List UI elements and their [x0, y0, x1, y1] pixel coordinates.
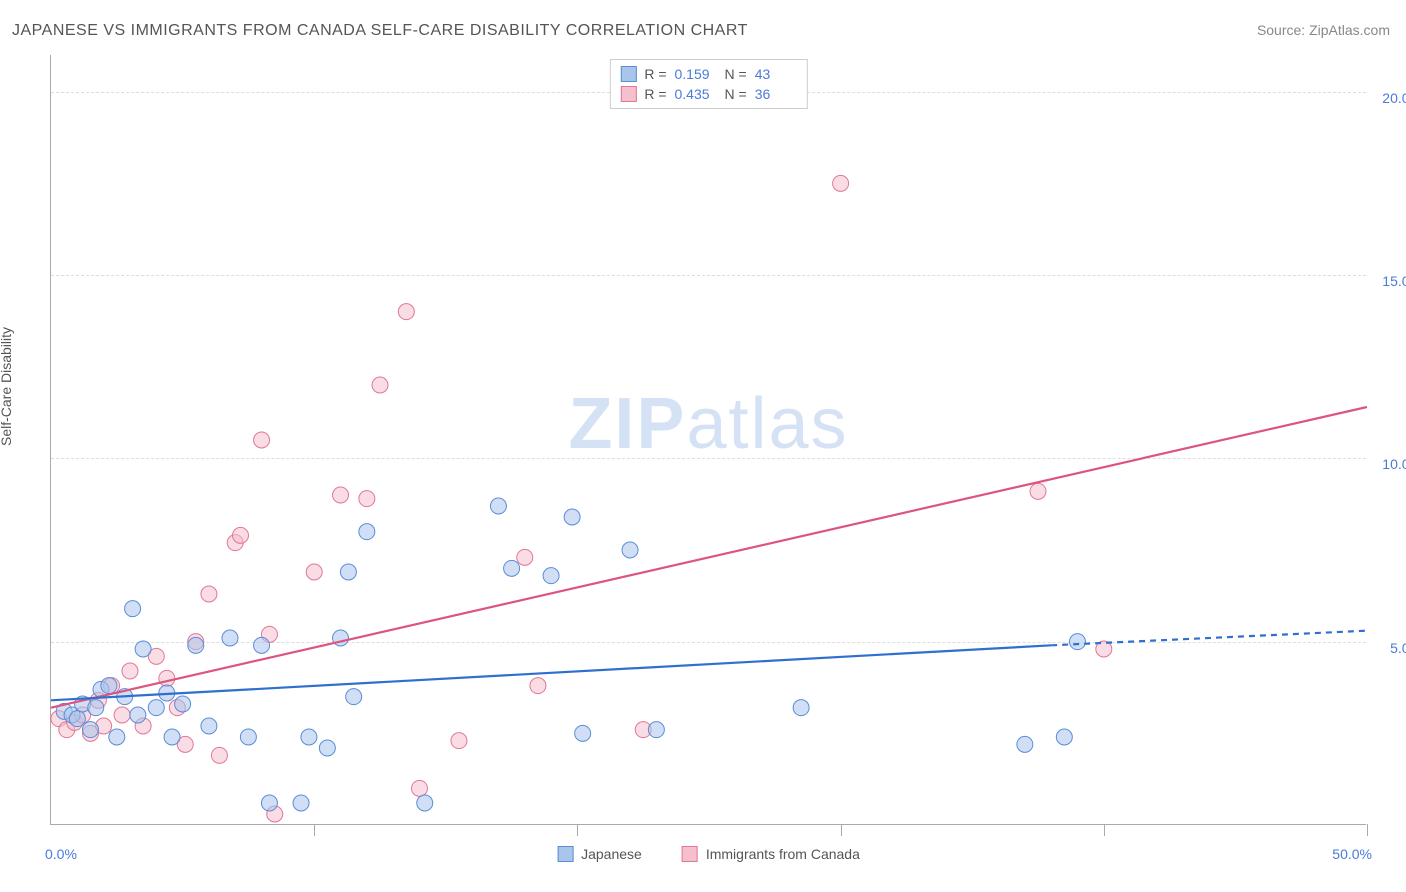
y-tick-label: 10.0% [1382, 456, 1406, 472]
data-point [833, 175, 849, 191]
data-point [109, 729, 125, 745]
n-label: N = [725, 86, 747, 102]
data-point [564, 509, 580, 525]
data-point [148, 700, 164, 716]
data-point [1069, 634, 1085, 650]
y-tick-label: 5.0% [1390, 640, 1406, 656]
data-point [164, 729, 180, 745]
data-point [211, 747, 227, 763]
data-point [793, 700, 809, 716]
x-tick [577, 824, 578, 836]
data-point [122, 663, 138, 679]
data-point [490, 498, 506, 514]
data-point [240, 729, 256, 745]
x-tick [841, 824, 842, 836]
scatter-plot-svg [51, 55, 1366, 824]
trend-line [1051, 631, 1367, 646]
legend-item-series2: Immigrants from Canada [682, 846, 860, 862]
data-point [319, 740, 335, 756]
y-tick-label: 15.0% [1382, 273, 1406, 289]
x-axis-min-label: 0.0% [45, 846, 77, 862]
legend-series: Japanese Immigrants from Canada [557, 846, 860, 862]
data-point [504, 560, 520, 576]
data-point [417, 795, 433, 811]
source-label: Source: [1257, 22, 1309, 38]
data-point [233, 527, 249, 543]
data-point [135, 641, 151, 657]
data-point [82, 722, 98, 738]
legend-swatch-series2 [620, 86, 636, 102]
trend-line [51, 407, 1367, 708]
data-point [1056, 729, 1072, 745]
y-tick-label: 20.0% [1382, 90, 1406, 106]
data-point [517, 549, 533, 565]
legend-correlation: R = 0.159 N = 43 R = 0.435 N = 36 [609, 59, 807, 109]
x-tick [1367, 824, 1368, 836]
legend-swatch-series1-bottom [557, 846, 573, 862]
data-point [1030, 483, 1046, 499]
data-point [575, 725, 591, 741]
data-point [101, 678, 117, 694]
data-point [359, 524, 375, 540]
source-attribution: Source: ZipAtlas.com [1257, 22, 1390, 38]
y-axis-title: Self-Care Disability [0, 327, 14, 446]
data-point [648, 722, 664, 738]
data-point [340, 564, 356, 580]
data-point [201, 718, 217, 734]
legend-item-series1: Japanese [557, 846, 642, 862]
r-label: R = [644, 86, 666, 102]
legend-swatch-series2-bottom [682, 846, 698, 862]
data-point [125, 601, 141, 617]
data-point [622, 542, 638, 558]
data-point [114, 707, 130, 723]
data-point [261, 795, 277, 811]
data-point [1017, 736, 1033, 752]
data-point [359, 491, 375, 507]
n-value-series2: 36 [755, 86, 797, 102]
data-point [188, 637, 204, 653]
data-point [88, 700, 104, 716]
r-value-series1: 0.159 [675, 66, 717, 82]
data-point [543, 568, 559, 584]
data-point [530, 678, 546, 694]
n-label: N = [725, 66, 747, 82]
x-tick [1104, 824, 1105, 836]
data-point [159, 670, 175, 686]
plot-area: ZIPatlas 5.0%10.0%15.0%20.0% R = 0.159 N… [50, 55, 1366, 825]
data-point [293, 795, 309, 811]
r-label: R = [644, 66, 666, 82]
r-value-series2: 0.435 [675, 86, 717, 102]
data-point [130, 707, 146, 723]
x-tick [314, 824, 315, 836]
data-point [301, 729, 317, 745]
x-axis-max-label: 50.0% [1332, 846, 1372, 862]
data-point [69, 711, 85, 727]
data-point [201, 586, 217, 602]
legend-row-series2: R = 0.435 N = 36 [620, 84, 796, 104]
data-point [411, 780, 427, 796]
legend-label-series1: Japanese [581, 846, 642, 862]
source-name: ZipAtlas.com [1309, 22, 1390, 38]
data-point [372, 377, 388, 393]
data-point [254, 637, 270, 653]
legend-swatch-series1 [620, 66, 636, 82]
data-point [451, 733, 467, 749]
data-point [175, 696, 191, 712]
data-point [222, 630, 238, 646]
data-point [254, 432, 270, 448]
legend-label-series2: Immigrants from Canada [706, 846, 860, 862]
data-point [306, 564, 322, 580]
data-point [333, 487, 349, 503]
chart-title: JAPANESE VS IMMIGRANTS FROM CANADA SELF-… [12, 22, 748, 40]
chart-container: JAPANESE VS IMMIGRANTS FROM CANADA SELF-… [0, 0, 1406, 892]
data-point [346, 689, 362, 705]
data-point [398, 304, 414, 320]
n-value-series1: 43 [755, 66, 797, 82]
legend-row-series1: R = 0.159 N = 43 [620, 64, 796, 84]
